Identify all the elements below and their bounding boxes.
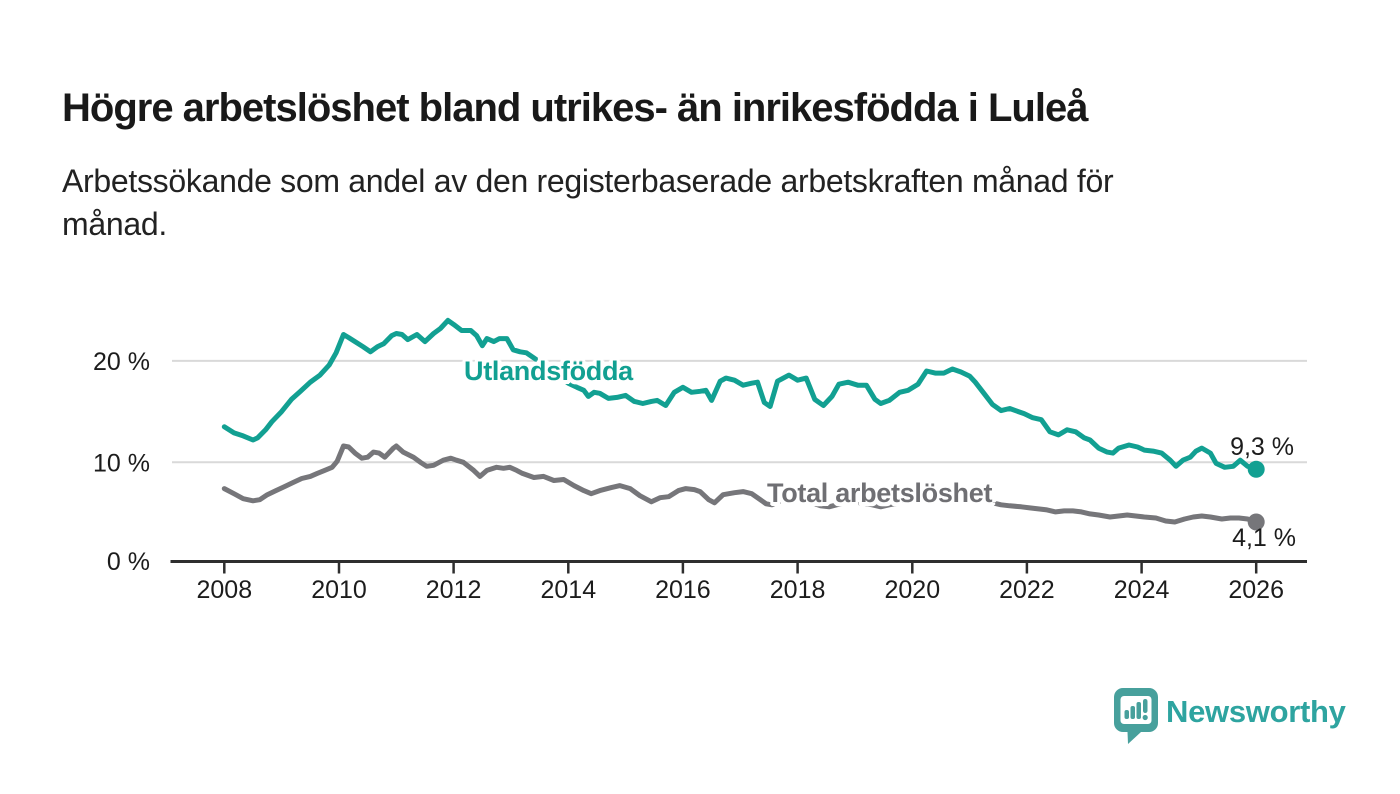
x-tick-label-2022: 2022 <box>999 576 1055 604</box>
x-tick-label-2008: 2008 <box>196 576 252 604</box>
newsworthy-logo-icon <box>1114 688 1158 744</box>
y-tick-label-10: 10 % <box>93 449 150 477</box>
x-tick-label-2024: 2024 <box>1114 576 1170 604</box>
end-value-label-utlandsfodda: 9,3 % <box>1230 433 1294 461</box>
subtitle-line-1: Arbetssökande som andel av den registerb… <box>62 163 1114 199</box>
series-label-total-arbetsloshet: Total arbetslöshet <box>767 478 993 508</box>
x-tick-label-2012: 2012 <box>426 576 482 604</box>
logo-bar-3 <box>1136 702 1141 719</box>
x-tick-label-2010: 2010 <box>311 576 367 604</box>
y-tick-label-20: 20 % <box>93 348 150 376</box>
series-endpoint-dot-total-arbetsloshet <box>1247 513 1265 531</box>
x-tick-label-2016: 2016 <box>655 576 711 604</box>
x-tick-label-2018: 2018 <box>770 576 826 604</box>
subtitle-line-2: månad. <box>62 206 167 242</box>
logo-exclamation-bar <box>1143 699 1148 713</box>
page-title: Högre arbetslöshet bland utrikes- än inr… <box>62 85 1088 130</box>
x-tick-label-2020: 2020 <box>884 576 940 604</box>
y-tick-label-0: 0 % <box>107 548 150 576</box>
newsworthy-brand-name: Newsworthy <box>1166 694 1346 729</box>
x-tick-label-2026: 2026 <box>1228 576 1284 604</box>
x-tick-label-2014: 2014 <box>540 576 596 604</box>
chart-subtitle: Arbetssökande som andel av den registerb… <box>62 160 1362 246</box>
series-endpoint-dot-utlandsfodda <box>1247 460 1265 478</box>
series-label-utlandsfodda: Utlandsfödda <box>464 356 633 386</box>
logo-bar-2 <box>1130 706 1135 719</box>
series-line-total-arbetsloshet <box>221 443 1259 525</box>
series-line-utlandsfodda <box>221 317 1259 472</box>
end-value-label-total: 4,1 % <box>1232 524 1296 552</box>
logo-exclamation-dot <box>1142 714 1148 721</box>
logo-bar-1 <box>1124 710 1129 719</box>
